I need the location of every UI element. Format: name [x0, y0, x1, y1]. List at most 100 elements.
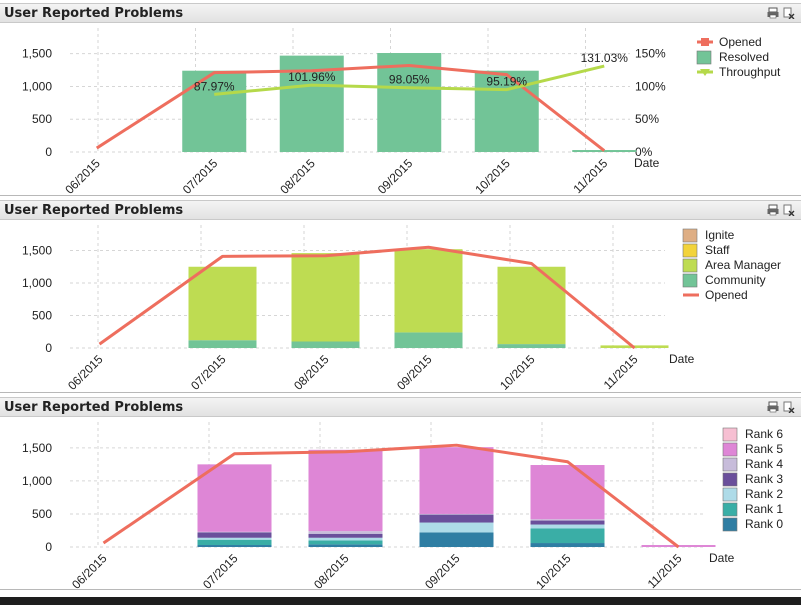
x-tick-label: 08/2015 [277, 156, 318, 196]
data-label: 87.97% [194, 79, 235, 93]
clear-icon[interactable] [783, 7, 795, 19]
bar-rank-3 [530, 520, 605, 525]
bar-resolved [572, 150, 637, 152]
bar-rank-1 [530, 528, 605, 544]
print-icon[interactable] [767, 204, 779, 216]
legend-swatch [722, 427, 738, 442]
legend-swatch [722, 457, 738, 472]
bar-rank-4 [197, 531, 272, 533]
bar-rank-5 [308, 449, 383, 532]
bar-rank-0 [419, 532, 494, 547]
chart-area: 0 500 1,000 1,500 06/2015 07/2015 08/2015 09/20… [22, 422, 783, 590]
print-icon[interactable] [767, 7, 779, 19]
y-tick-label: 0 [45, 145, 52, 159]
bar-rank-3 [419, 514, 494, 523]
bar-rank-4 [530, 519, 605, 521]
legend-label: Ignite [705, 228, 735, 242]
line-opened [95, 63, 606, 152]
legend-label: Rank 1 [745, 502, 783, 516]
clear-icon[interactable] [783, 204, 795, 216]
x-tick-label: 07/2015 [200, 551, 241, 590]
panel-title: User Reported Problems [4, 6, 184, 21]
clear-icon[interactable] [783, 401, 795, 413]
legend-label: Staff [705, 243, 730, 257]
y-tick-label: 1,000 [22, 79, 52, 93]
legend-label: Rank 6 [745, 427, 783, 441]
chart-area: 0 500 1,000 1,500 0% 50% 100% 150% 87.97% 101.96%… [22, 28, 781, 196]
bar-rank-2 [419, 522, 494, 533]
y-tick-label: 1,500 [22, 244, 52, 258]
panel-titlebar: User Reported Problems [0, 397, 801, 417]
bar-community [497, 344, 566, 348]
legend-swatch [682, 243, 698, 258]
legend-label: Community [705, 273, 766, 287]
y-tick-label: 1,500 [22, 441, 52, 455]
panel-titlebar: User Reported Problems [0, 200, 801, 220]
bar-area-manager [497, 266, 566, 345]
bar-community [394, 332, 463, 348]
y-tick-label: 0 [45, 540, 52, 554]
legend-label: Rank 5 [745, 442, 783, 456]
x-axis-title: Date [709, 551, 735, 565]
legend-marker [701, 38, 709, 46]
y-tick-label: 1,500 [22, 47, 52, 61]
print-icon[interactable] [767, 401, 779, 413]
legend-label: Area Manager [705, 258, 781, 272]
y-tick-label: 500 [32, 112, 52, 126]
y-tick-label: 1,000 [22, 276, 52, 290]
y2-tick-label: 150% [635, 47, 666, 61]
bar-community [291, 341, 360, 348]
legend-swatch [722, 442, 738, 457]
grid [70, 422, 705, 548]
bar-rank-0 [197, 545, 272, 547]
x-tick-label: 11/2015 [570, 156, 610, 196]
y-tick-label: 0 [45, 341, 52, 355]
chart-area: 0 500 1,000 1,500 06/2015 07/2015 08/2015 09/20… [22, 225, 781, 393]
grid [70, 225, 665, 349]
legend-label: Rank 2 [745, 487, 783, 501]
legend-swatch [696, 50, 712, 65]
line-throughput [214, 64, 605, 96]
x-axis-title: Date [669, 352, 695, 366]
data-label: 95.19% [486, 75, 527, 89]
bar-rank-3 [308, 533, 383, 538]
bar-rank-1 [308, 540, 383, 545]
grid [70, 28, 630, 153]
x-tick-label: 07/2015 [180, 156, 221, 196]
legend-swatch [722, 487, 738, 502]
bar-rank-3 [197, 532, 272, 538]
bar-rank-2 [530, 524, 605, 529]
data-label: 101.96% [288, 70, 336, 84]
y-tick-label: 500 [32, 507, 52, 521]
bar-rank-2 [197, 537, 272, 540]
bar-rank-4 [308, 531, 383, 534]
x-tick-label: 06/2015 [62, 156, 103, 196]
chart-panel-problems-by-rank: User Reported Problems 0 500 1,000 1,500 06/… [0, 394, 801, 590]
bar-resolved [182, 70, 247, 152]
chart-panel-problems-by-role: User Reported Problems 0 500 1,000 1,500 06/… [0, 197, 801, 393]
data-label: 98.05% [389, 73, 430, 87]
data-label: 131.03% [581, 51, 629, 65]
x-tick-label: 11/2015 [645, 551, 685, 590]
x-tick-label: 08/2015 [311, 551, 352, 590]
legend-swatch [722, 517, 738, 532]
legend-swatch [682, 258, 698, 273]
x-tick-label: 10/2015 [533, 551, 574, 590]
bar-area-manager [188, 266, 257, 341]
x-tick-label: 09/2015 [375, 156, 416, 196]
x-tick-label: 07/2015 [188, 352, 229, 393]
x-tick-label: 11/2015 [601, 352, 641, 392]
y2-tick-label: 0% [635, 145, 653, 159]
x-tick-label: 10/2015 [497, 352, 538, 393]
panel-titlebar: User Reported Problems [0, 3, 801, 23]
bar-rank-5 [419, 447, 494, 514]
bar-rank-1 [197, 539, 272, 546]
panel-title: User Reported Problems [4, 400, 184, 415]
legend-swatch [722, 472, 738, 487]
bar-rank-5 [530, 465, 605, 520]
x-tick-label: 09/2015 [394, 352, 435, 393]
y-tick-label: 1,000 [22, 474, 52, 488]
